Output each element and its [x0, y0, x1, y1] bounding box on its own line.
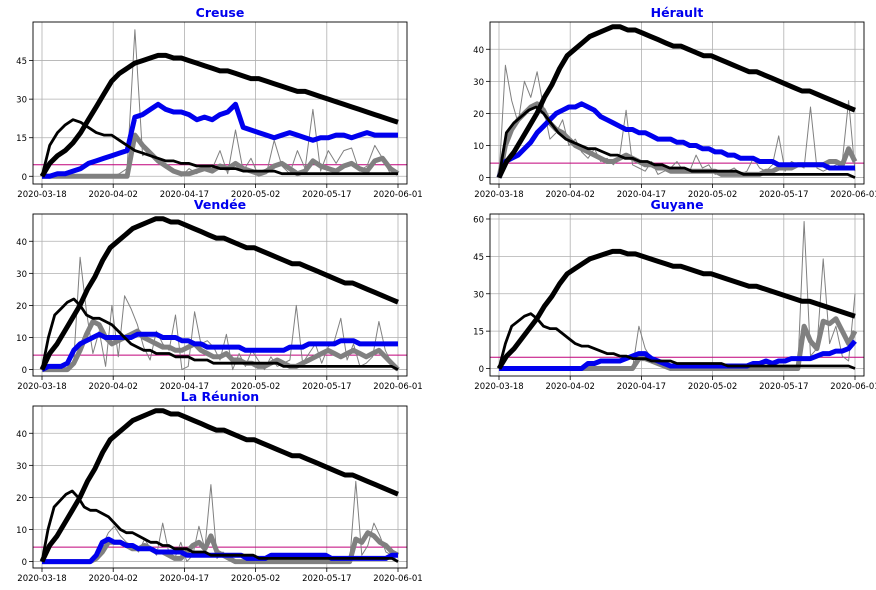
series-line-medium-black [497, 312, 856, 370]
y-tick-label: 60 [473, 215, 484, 225]
x-tick-label: 2020-05-17 [302, 382, 351, 392]
x-tick-label: 2020-03-18 [17, 574, 66, 584]
x-tick-label: 2020-06-01 [373, 574, 422, 584]
x-tick-label: 2020-04-17 [617, 190, 666, 200]
series-line-thick-black [39, 52, 399, 178]
chart-title: Creuse [196, 5, 245, 20]
y-tick-label: 30 [16, 96, 27, 106]
series-line-thick-black [496, 248, 856, 370]
chart-panel: 0 15 30 45 60 2020-03-18 2020-04-02 2020-04-17 2… [473, 197, 876, 392]
x-tick-label: 2020-05-02 [231, 574, 280, 584]
y-tick-label: 30 [473, 290, 484, 300]
x-tick-label: 2020-05-02 [231, 382, 280, 392]
x-tick-label: 2020-04-02 [88, 382, 137, 392]
y-tick-label: 20 [16, 302, 27, 312]
chart-panel: 0 10 20 30 40 2020-03-18 2020-04-02 2020-04-17 2… [16, 389, 423, 584]
series-line-thick-blue [496, 101, 855, 179]
series-line-medium-black [40, 489, 399, 563]
series-line-thick-blue [40, 331, 398, 372]
y-tick-label: 0 [22, 173, 27, 183]
y-tick-label: 0 [22, 558, 27, 568]
x-tick-label: 2020-03-18 [17, 382, 66, 392]
x-tick-label: 2020-04-02 [545, 382, 594, 392]
x-tick-label: 2020-04-17 [617, 382, 666, 392]
chart-title: Guyane [650, 197, 703, 212]
series-line-thick-black [496, 24, 856, 179]
plot-frame [489, 21, 865, 185]
chart-panel: 0 10 20 30 40 2020-03-18 2020-04-02 2020-04-17 2… [473, 5, 876, 200]
plot-frame [489, 213, 865, 377]
y-tick-label: 30 [473, 78, 484, 88]
series-line-thick-blue [499, 339, 857, 371]
x-tick-label: 2020-04-17 [160, 382, 209, 392]
y-tick-label: 30 [16, 270, 27, 280]
x-tick-label: 2020-06-01 [830, 382, 876, 392]
y-tick-label: 0 [22, 366, 27, 376]
series-line-medium-black [497, 105, 856, 179]
x-tick-label: 2020-05-17 [302, 574, 351, 584]
x-tick-label: 2020-05-02 [231, 190, 280, 200]
y-tick-label: 15 [473, 328, 484, 338]
x-tick-label: 2020-06-01 [373, 382, 422, 392]
x-tick-label: 2020-04-02 [88, 190, 137, 200]
x-tick-label: 2020-04-02 [545, 190, 594, 200]
chart-panel: 0 10 20 30 40 2020-03-18 2020-04-02 2020-04-17 2… [16, 197, 423, 392]
x-tick-label: 2020-06-01 [830, 190, 876, 200]
x-tick-label: 2020-05-17 [759, 382, 808, 392]
series-line-thin-grey [42, 256, 399, 371]
x-tick-label: 2020-05-17 [302, 190, 351, 200]
y-tick-label: 40 [16, 430, 27, 440]
series-line-thick-black [39, 408, 399, 563]
plot-frame [32, 213, 408, 377]
series-line-medium-black [40, 297, 399, 371]
x-tick-label: 2020-05-02 [688, 190, 737, 200]
x-tick-label: 2020-03-18 [474, 190, 523, 200]
y-tick-label: 10 [16, 526, 27, 536]
series-line-thick-grey [42, 319, 400, 373]
y-tick-label: 20 [473, 110, 484, 120]
y-tick-label: 45 [473, 253, 484, 263]
plot-frame [32, 405, 408, 569]
y-tick-label: 10 [16, 334, 27, 344]
x-tick-label: 2020-03-18 [474, 382, 523, 392]
y-tick-label: 45 [16, 57, 27, 67]
series-line-thick-blue [42, 101, 398, 179]
x-tick-label: 2020-05-02 [688, 382, 737, 392]
y-tick-label: 0 [479, 174, 484, 184]
x-tick-label: 2020-04-02 [88, 574, 137, 584]
x-tick-label: 2020-03-18 [17, 190, 66, 200]
series-line-thin-grey [42, 480, 399, 563]
y-tick-label: 30 [16, 462, 27, 472]
x-tick-label: 2020-04-17 [160, 574, 209, 584]
chart-title: Hérault [651, 5, 704, 20]
y-tick-label: 20 [16, 494, 27, 504]
x-tick-label: 2020-04-17 [160, 190, 209, 200]
plot-frame [32, 21, 408, 185]
y-tick-label: 15 [16, 134, 27, 144]
chart-panel: 0 15 30 45 2020-03-18 2020-04-02 2020-04-17 202… [16, 5, 423, 200]
series-line-thick-grey [42, 132, 400, 179]
y-tick-label: 0 [479, 365, 484, 375]
chart-title: Vendée [194, 197, 246, 212]
y-tick-label: 10 [473, 142, 484, 152]
y-tick-label: 40 [16, 238, 27, 248]
series-line-medium-black [40, 118, 398, 177]
y-tick-label: 40 [473, 46, 484, 56]
chart-title: La Réunion [181, 389, 259, 404]
x-tick-label: 2020-06-01 [373, 190, 422, 200]
series-line-thick-black [39, 216, 399, 371]
x-tick-label: 2020-05-17 [759, 190, 808, 200]
